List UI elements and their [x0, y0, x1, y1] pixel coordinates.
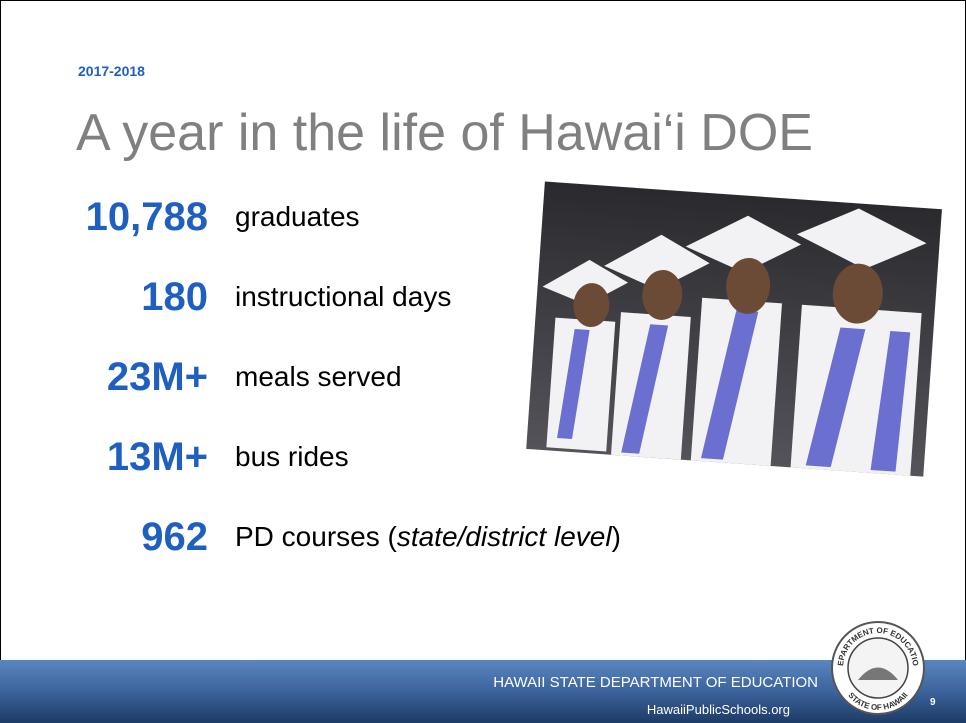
stat-label-part: meals served	[235, 361, 402, 392]
footer-website: HawaiiPublicSchools.org	[647, 702, 790, 717]
stat-label: graduates	[235, 201, 360, 232]
photo	[526, 182, 942, 477]
stat-number: 23M+	[107, 355, 208, 399]
stat-label-part: PD courses (	[235, 521, 397, 552]
stat-label-part: )	[612, 521, 621, 552]
stat-number: 10,788	[86, 195, 208, 239]
footer-department: HAWAII STATE DEPARTMENT OF EDUCATION	[493, 674, 818, 691]
stat-number: 13M+	[107, 435, 208, 479]
stat-label-part: instructional days	[235, 281, 451, 312]
stat-number: 180	[141, 275, 208, 319]
footer-band	[0, 660, 966, 723]
stat-label-part: graduates	[235, 201, 360, 232]
stat-label-part: bus rides	[235, 441, 349, 472]
page-number: 9	[930, 697, 936, 708]
stat-label-part: state/district level	[397, 521, 613, 552]
year: 2017-2018	[78, 63, 145, 79]
stat-number: 962	[141, 515, 208, 559]
stat-label: instructional days	[235, 281, 451, 312]
page: {"header": {"year": "2017-2018", "title"…	[0, 0, 966, 723]
stat-label: bus rides	[235, 441, 349, 472]
slide: 2017-2018 A year in the life of Hawai‘i …	[0, 0, 966, 723]
stat-label: PD courses (state/district level)	[235, 521, 621, 552]
title: A year in the life of Hawai‘i DOE	[76, 104, 813, 162]
stat-label: meals served	[235, 361, 402, 392]
